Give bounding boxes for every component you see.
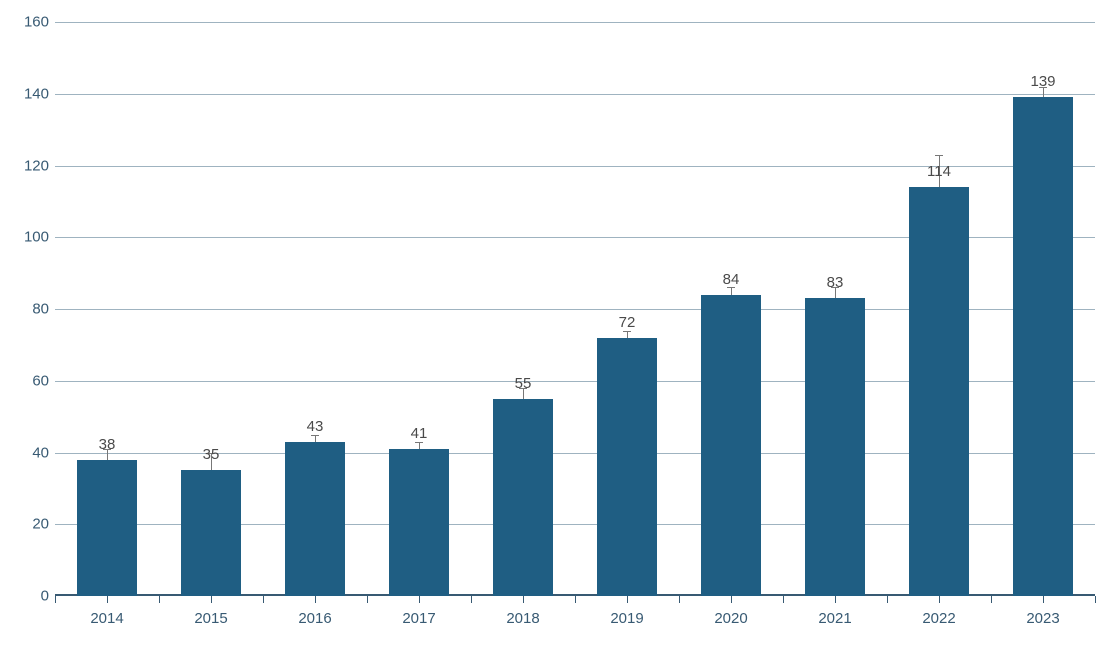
error-bar — [419, 442, 420, 449]
x-tick-label: 2017 — [402, 610, 435, 627]
x-boundary-tick — [263, 596, 264, 603]
bars-layer: 38 35 43 41 55 72 84 83 114 139 — [55, 22, 1095, 596]
x-boundary-tick — [679, 596, 680, 603]
x-tick-label: 2019 — [610, 610, 643, 627]
bar — [181, 470, 241, 596]
bar — [493, 399, 553, 596]
error-bar — [315, 435, 316, 442]
x-tick-label: 2022 — [922, 610, 955, 627]
y-tick-label: 20 — [17, 516, 49, 533]
x-tick-label: 2021 — [818, 610, 851, 627]
y-tick-label: 140 — [17, 85, 49, 102]
bar-value-label: 41 — [411, 425, 428, 442]
bar — [389, 449, 449, 596]
bar-value-label: 72 — [619, 314, 636, 331]
x-boundary-tick — [1095, 596, 1096, 603]
plot-area: 0204060801001201401603835434155728483114… — [55, 22, 1095, 596]
bar-value-label: 114 — [927, 163, 951, 180]
x-tick-mark — [419, 596, 420, 603]
x-boundary-tick — [991, 596, 992, 603]
bar-chart: 0 20 40 60 80 100 120 140 160 38 35 43 41 55 72 84 83 114… — [0, 0, 1117, 666]
bar-value-label: 55 — [515, 375, 532, 392]
y-tick-label: 40 — [17, 444, 49, 461]
x-tick-mark — [211, 596, 212, 603]
x-boundary-tick — [367, 596, 368, 603]
x-boundary-tick — [471, 596, 472, 603]
bar — [285, 442, 345, 596]
x-tick-mark — [627, 596, 628, 603]
x-tick-mark — [939, 596, 940, 603]
y-tick-label: 160 — [17, 14, 49, 31]
bar-value-label: 43 — [307, 418, 324, 435]
bar — [597, 338, 657, 596]
y-tick-label: 120 — [17, 157, 49, 174]
y-tick-label: 80 — [17, 301, 49, 318]
x-tick-label: 2020 — [714, 610, 747, 627]
x-tick-mark — [315, 596, 316, 603]
error-bar-cap — [935, 155, 943, 156]
x-boundary-tick — [783, 596, 784, 603]
bar — [1013, 97, 1073, 596]
y-tick-label: 0 — [17, 588, 49, 605]
bar — [77, 460, 137, 596]
bar — [805, 298, 865, 596]
x-tick-label: 2014 — [90, 610, 123, 627]
error-bar — [731, 287, 732, 294]
bar-value-label: 35 — [203, 446, 220, 463]
error-bar — [627, 331, 628, 338]
x-tick-mark — [835, 596, 836, 603]
bar — [701, 295, 761, 596]
bar-value-label: 84 — [723, 271, 740, 288]
x-tick-mark — [731, 596, 732, 603]
x-boundary-tick — [887, 596, 888, 603]
x-boundary-tick — [575, 596, 576, 603]
bar-value-label: 83 — [827, 274, 844, 291]
x-tick-mark — [523, 596, 524, 603]
y-tick-label: 60 — [17, 372, 49, 389]
x-tick-mark — [1043, 596, 1044, 603]
bar-value-label: 139 — [1030, 73, 1055, 90]
x-tick-label: 2023 — [1026, 610, 1059, 627]
x-boundary-tick — [159, 596, 160, 603]
y-tick-label: 100 — [17, 229, 49, 246]
x-tick-label: 2016 — [298, 610, 331, 627]
x-tick-mark — [107, 596, 108, 603]
bar — [909, 187, 969, 596]
x-boundary-tick — [55, 596, 56, 603]
x-tick-label: 2015 — [194, 610, 227, 627]
bar-value-label: 38 — [99, 436, 116, 453]
x-tick-label: 2018 — [506, 610, 539, 627]
